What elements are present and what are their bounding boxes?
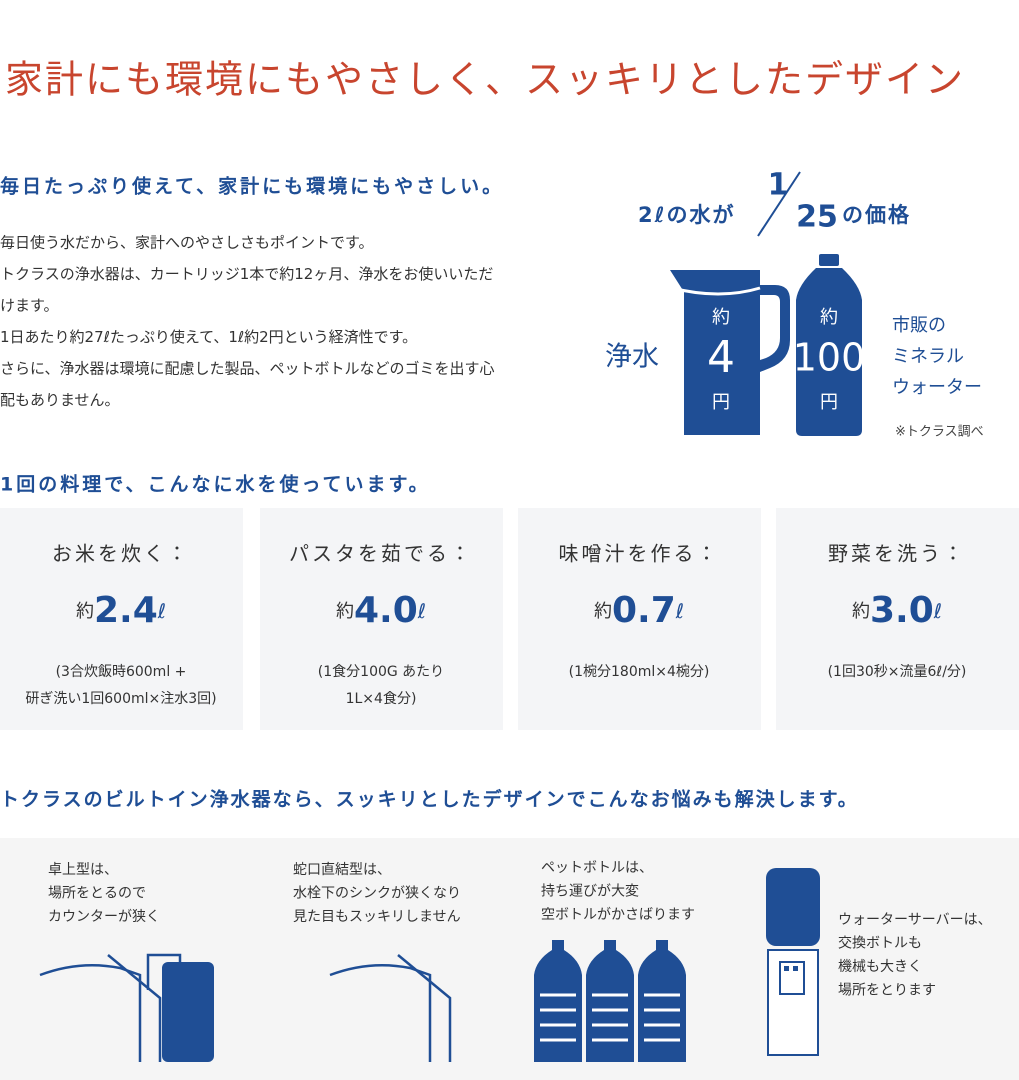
- section-heading: トクラスのビルトイン浄水器なら、スッキリとしたデザインでこんなお悩みも解決します…: [0, 788, 859, 811]
- lead: 2ℓの水が: [638, 203, 736, 227]
- card-note: (1椀分180ml×4椀分): [569, 664, 710, 680]
- card-label: 味噌汁を作る：: [559, 542, 720, 566]
- price-prefix: 約: [820, 307, 838, 328]
- problem-text: 見た目もスッキリしません: [293, 909, 461, 925]
- paragraph-line: けます。: [0, 297, 59, 315]
- card-note: 研ぎ洗い1回600ml×注水3回): [25, 691, 216, 707]
- cards-bg: [0, 508, 1019, 730]
- price-amount: 4: [707, 332, 735, 383]
- numerator: 1: [768, 168, 789, 203]
- card-note: (1食分100G あたり: [318, 664, 444, 680]
- problem-text: カウンターが狭く: [48, 909, 160, 925]
- bottled-label: 市販の: [892, 315, 946, 336]
- amount-unit: ℓ: [933, 599, 942, 623]
- amount-amount: 0.7: [612, 590, 676, 631]
- problem-text: 交換ボトルも: [838, 936, 922, 952]
- denominator: 25: [796, 200, 838, 235]
- pitcher-icon: [670, 270, 790, 435]
- price-unit: 円: [712, 392, 730, 413]
- bottled-label: ミネラル: [892, 346, 964, 367]
- card-label: パスタを茹でる：: [289, 542, 473, 566]
- amount-prefix: 約: [852, 601, 870, 622]
- problem-text: 水栓下のシンクが狭くなり: [293, 886, 461, 902]
- suffix: の価格: [842, 203, 911, 227]
- amount-amount: 2.4: [94, 590, 158, 631]
- amount-prefix: 約: [594, 601, 612, 622]
- problem-text: 蛇口直結型は、: [293, 862, 391, 878]
- bottle-icon: [796, 254, 862, 436]
- problem-text: 場所をとります: [838, 983, 936, 999]
- card-note: 1L×4食分): [346, 691, 417, 707]
- amount-unit: ℓ: [157, 599, 166, 623]
- paragraph-line: 配もありません。: [0, 391, 120, 409]
- fraction-slash: [757, 171, 801, 237]
- problem-text: ペットボトルは、: [541, 860, 653, 876]
- amount-prefix: 約: [336, 601, 354, 622]
- paragraph-line: 毎日使う水だから、家計へのやさしさもポイントです。: [0, 234, 374, 252]
- paragraph-line: 1日あたり約27ℓたっぷり使えて、1ℓ約2円という経済性です。: [0, 328, 417, 346]
- problem-text: ウォーターサーバーは、: [838, 912, 992, 928]
- problem-text: 空ボトルがかさばります: [541, 907, 695, 923]
- paragraph-line: トクラスの浄水器は、カートリッジ1本で約12ヶ月、浄水をお使いいただ: [0, 265, 493, 283]
- amount-amount: 3.0: [870, 590, 934, 631]
- tabletop-icon: [39, 953, 214, 1062]
- card-label: お米を炊く：: [52, 542, 190, 566]
- amount-amount: 4.0: [354, 590, 418, 631]
- water-server-icon: [766, 868, 820, 1056]
- card-amount: 約4.0ℓ: [336, 590, 426, 631]
- price-unit: 円: [820, 392, 838, 413]
- bottles-icon: [534, 940, 686, 1062]
- amount-unit: ℓ: [417, 599, 426, 623]
- card-note: (3合炊飯時600ml +: [56, 664, 187, 680]
- card-amount: 約3.0ℓ: [852, 590, 942, 631]
- paragraph-line: さらに、浄水器は環境に配慮した製品、ペットボトルなどのゴミを出す心: [0, 360, 495, 378]
- section-heading: 1回の料理で、こんなに水を使っています。: [0, 473, 431, 496]
- card-note: (1回30秒×流量6ℓ/分): [828, 664, 967, 680]
- faucet-icon: [329, 954, 452, 1062]
- price-prefix: 約: [712, 307, 730, 328]
- bottled-label: ウォーター: [892, 377, 982, 398]
- card-label: 野菜を洗う：: [828, 542, 966, 566]
- amount-prefix: 約: [76, 601, 94, 622]
- amount-unit: ℓ: [675, 599, 684, 623]
- filtered-label: 浄水: [605, 342, 659, 373]
- card-amount: 約0.7ℓ: [594, 590, 684, 631]
- section-heading: 毎日たっぷり使えて、家計にも環境にもやさしい。: [0, 175, 504, 198]
- card-amount: 約2.4ℓ: [76, 590, 166, 631]
- problem-text: 機械も大きく: [838, 959, 922, 975]
- price-amount: 100: [793, 336, 866, 380]
- source-note: ※トクラス調べ: [895, 425, 984, 440]
- problem-text: 場所をとるので: [48, 886, 146, 902]
- problem-text: 持ち運びが大変: [541, 884, 639, 900]
- problem-text: 卓上型は、: [48, 862, 118, 878]
- page-title: 家計にも環境にもやさしく、スッキリとしたデザイン: [5, 58, 965, 102]
